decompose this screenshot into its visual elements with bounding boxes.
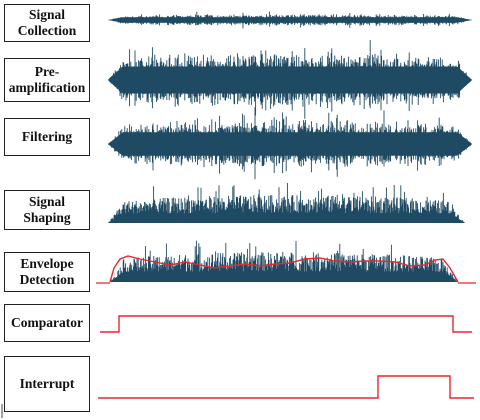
label-signal-collection: Signal Collection (4, 4, 90, 42)
waveform-envelope-detection (110, 240, 458, 282)
comparator-signal (100, 315, 472, 333)
label-pre-amplification: Pre- amplification (4, 58, 90, 102)
label-filtering: Filtering (4, 118, 90, 156)
interrupt-signal (98, 375, 474, 399)
waveform-pre-amplification (108, 40, 473, 119)
label-envelope-detection: Envelope Detection (4, 252, 90, 292)
waveform-filtering (108, 107, 473, 180)
waveform-signal-shaping (108, 183, 465, 223)
envelope-curve (109, 255, 459, 283)
label-comparator: Comparator (4, 304, 90, 342)
waveform-signal-collection (108, 11, 473, 29)
label-signal-shaping: Signal Shaping (4, 190, 90, 230)
label-interrupt: Interrupt (4, 356, 90, 412)
